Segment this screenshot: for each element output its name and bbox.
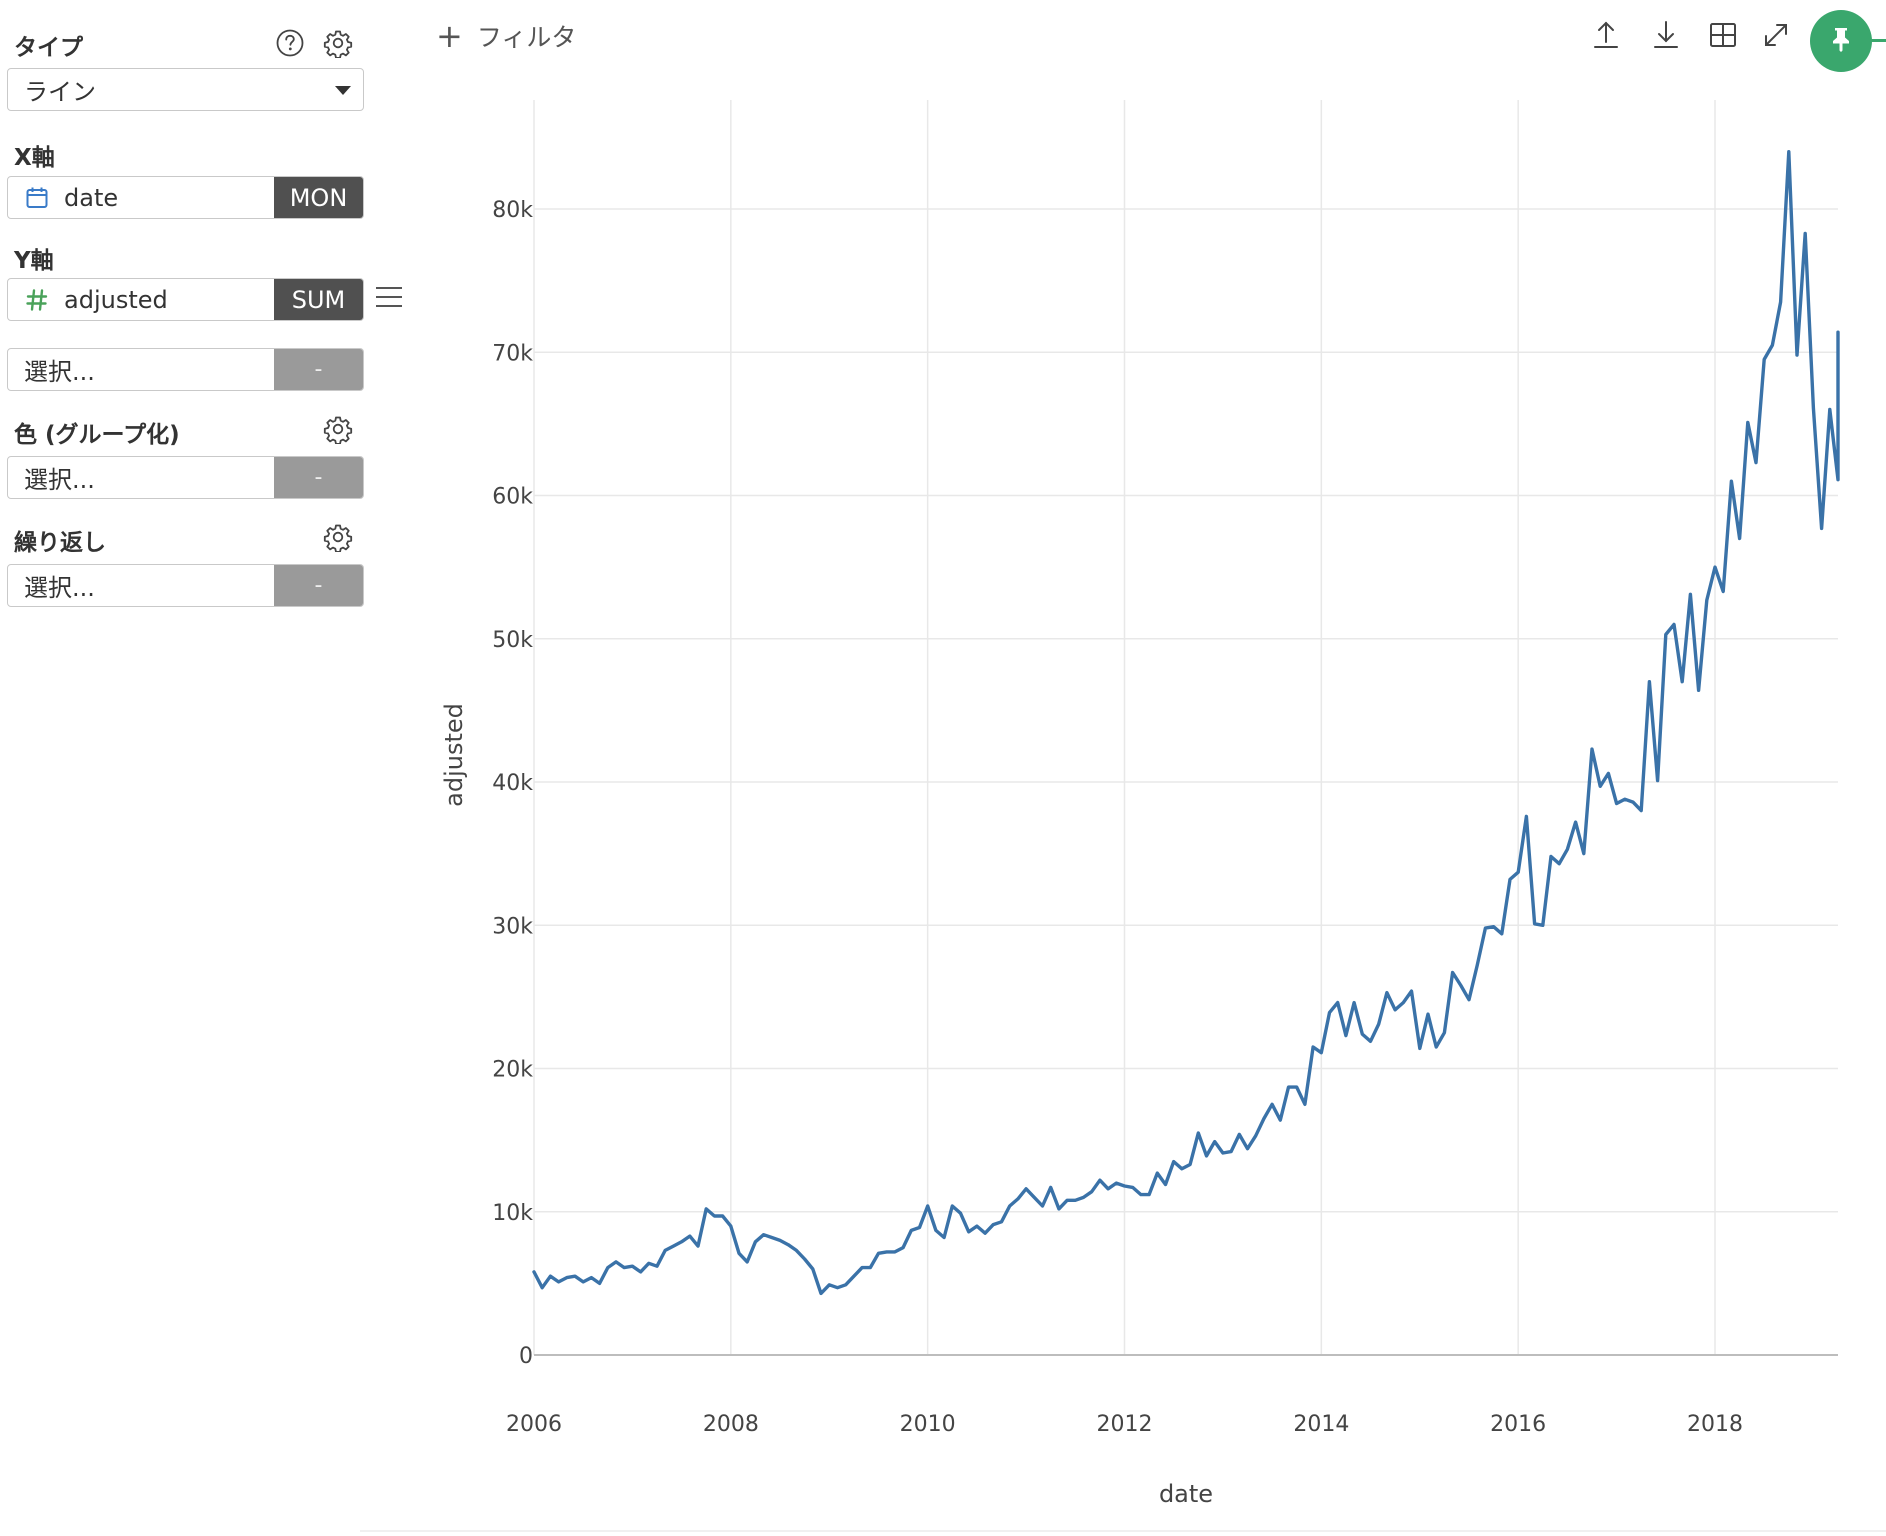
x-tick-label: 2018 [1687,1412,1743,1437]
y-axis-column[interactable]: adjusted [8,279,274,320]
repeat-select[interactable]: 選択... [24,574,95,602]
x-axis-field[interactable]: date MON [7,176,364,219]
y-tick-label: 70k [492,341,533,366]
help-icon[interactable] [274,27,306,59]
color-aggregation-button[interactable]: - [274,457,363,498]
hamburger-menu-icon[interactable] [376,286,404,310]
x-axis-column-name: date [64,183,119,212]
upload-icon[interactable] [1587,16,1625,54]
table-icon[interactable] [1704,16,1742,54]
x-tick-label: 2012 [1097,1412,1153,1437]
x-axis-label: X軸 [14,145,55,171]
gear-icon[interactable] [322,27,354,59]
color-field[interactable]: 選択... - [7,456,364,499]
pin-connector [1868,39,1886,42]
x-axis-aggregation-button[interactable]: MON [274,177,363,218]
x-tick-label: 2008 [703,1412,759,1437]
y-tick-label: 40k [492,771,533,796]
repeat-gear-icon[interactable] [322,521,354,553]
chart-type-value: ライン [24,78,96,106]
y-axis-second-aggregation-button[interactable]: - [274,349,363,390]
repeat-aggregation-button[interactable]: - [274,565,363,606]
x-axis-title: date [1159,1480,1213,1508]
y-axis-ticks: 0 10k 20k 30k 40k 50k 60k 70k 80k [492,198,533,1369]
settings-panel: タイプ ライン X軸 date MON Y軸 [0,0,420,1536]
pin-button[interactable] [1810,10,1872,72]
y-tick-label: 0 [519,1344,533,1369]
add-filter-button[interactable]: + フィルタ [436,18,576,54]
color-select[interactable]: 選択... [24,466,95,494]
calendar-icon [24,186,50,210]
y-axis-second-field[interactable]: 選択... - [7,348,364,391]
y-tick-label: 50k [492,628,533,653]
chart-type-select[interactable]: ライン [7,68,364,111]
x-tick-label: 2016 [1490,1412,1546,1437]
y-axis-title: adjusted [440,703,468,807]
x-axis-ticks: 2006 2008 2010 2012 2014 2016 2018 [506,1412,1743,1437]
plus-icon: + [436,17,463,55]
y-tick-label: 80k [492,198,533,223]
x-tick-label: 2006 [506,1412,562,1437]
download-icon[interactable] [1647,16,1685,54]
y-tick-label: 30k [492,914,533,939]
color-group-label: 色 (グループ化) [14,422,180,448]
repeat-label: 繰り返し [14,530,106,556]
bottom-divider [360,1530,1886,1532]
filter-label: フィルタ [476,23,577,52]
expand-icon[interactable] [1757,16,1795,54]
y-axis-column-name: adjusted [64,285,168,314]
grid [533,100,1838,1356]
y-axis-second-select[interactable]: 選択... [24,358,95,386]
y-axis-label: Y軸 [14,248,54,274]
repeat-field[interactable]: 選択... - [7,564,364,607]
chevron-down-icon [335,86,351,95]
y-tick-label: 10k [492,1201,533,1226]
series-line-adjusted [532,150,1840,1296]
y-axis-field[interactable]: adjusted SUM [7,278,364,321]
x-axis-column[interactable]: date [8,177,274,218]
color-gear-icon[interactable] [322,413,354,445]
y-tick-label: 20k [492,1058,533,1083]
number-hash-icon [24,288,50,312]
x-tick-label: 2010 [900,1412,956,1437]
pin-icon [1826,24,1856,58]
y-tick-label: 60k [492,485,533,510]
y-axis-aggregation-button[interactable]: SUM [274,279,363,320]
type-label: タイプ [14,35,83,61]
x-tick-label: 2014 [1293,1412,1349,1437]
